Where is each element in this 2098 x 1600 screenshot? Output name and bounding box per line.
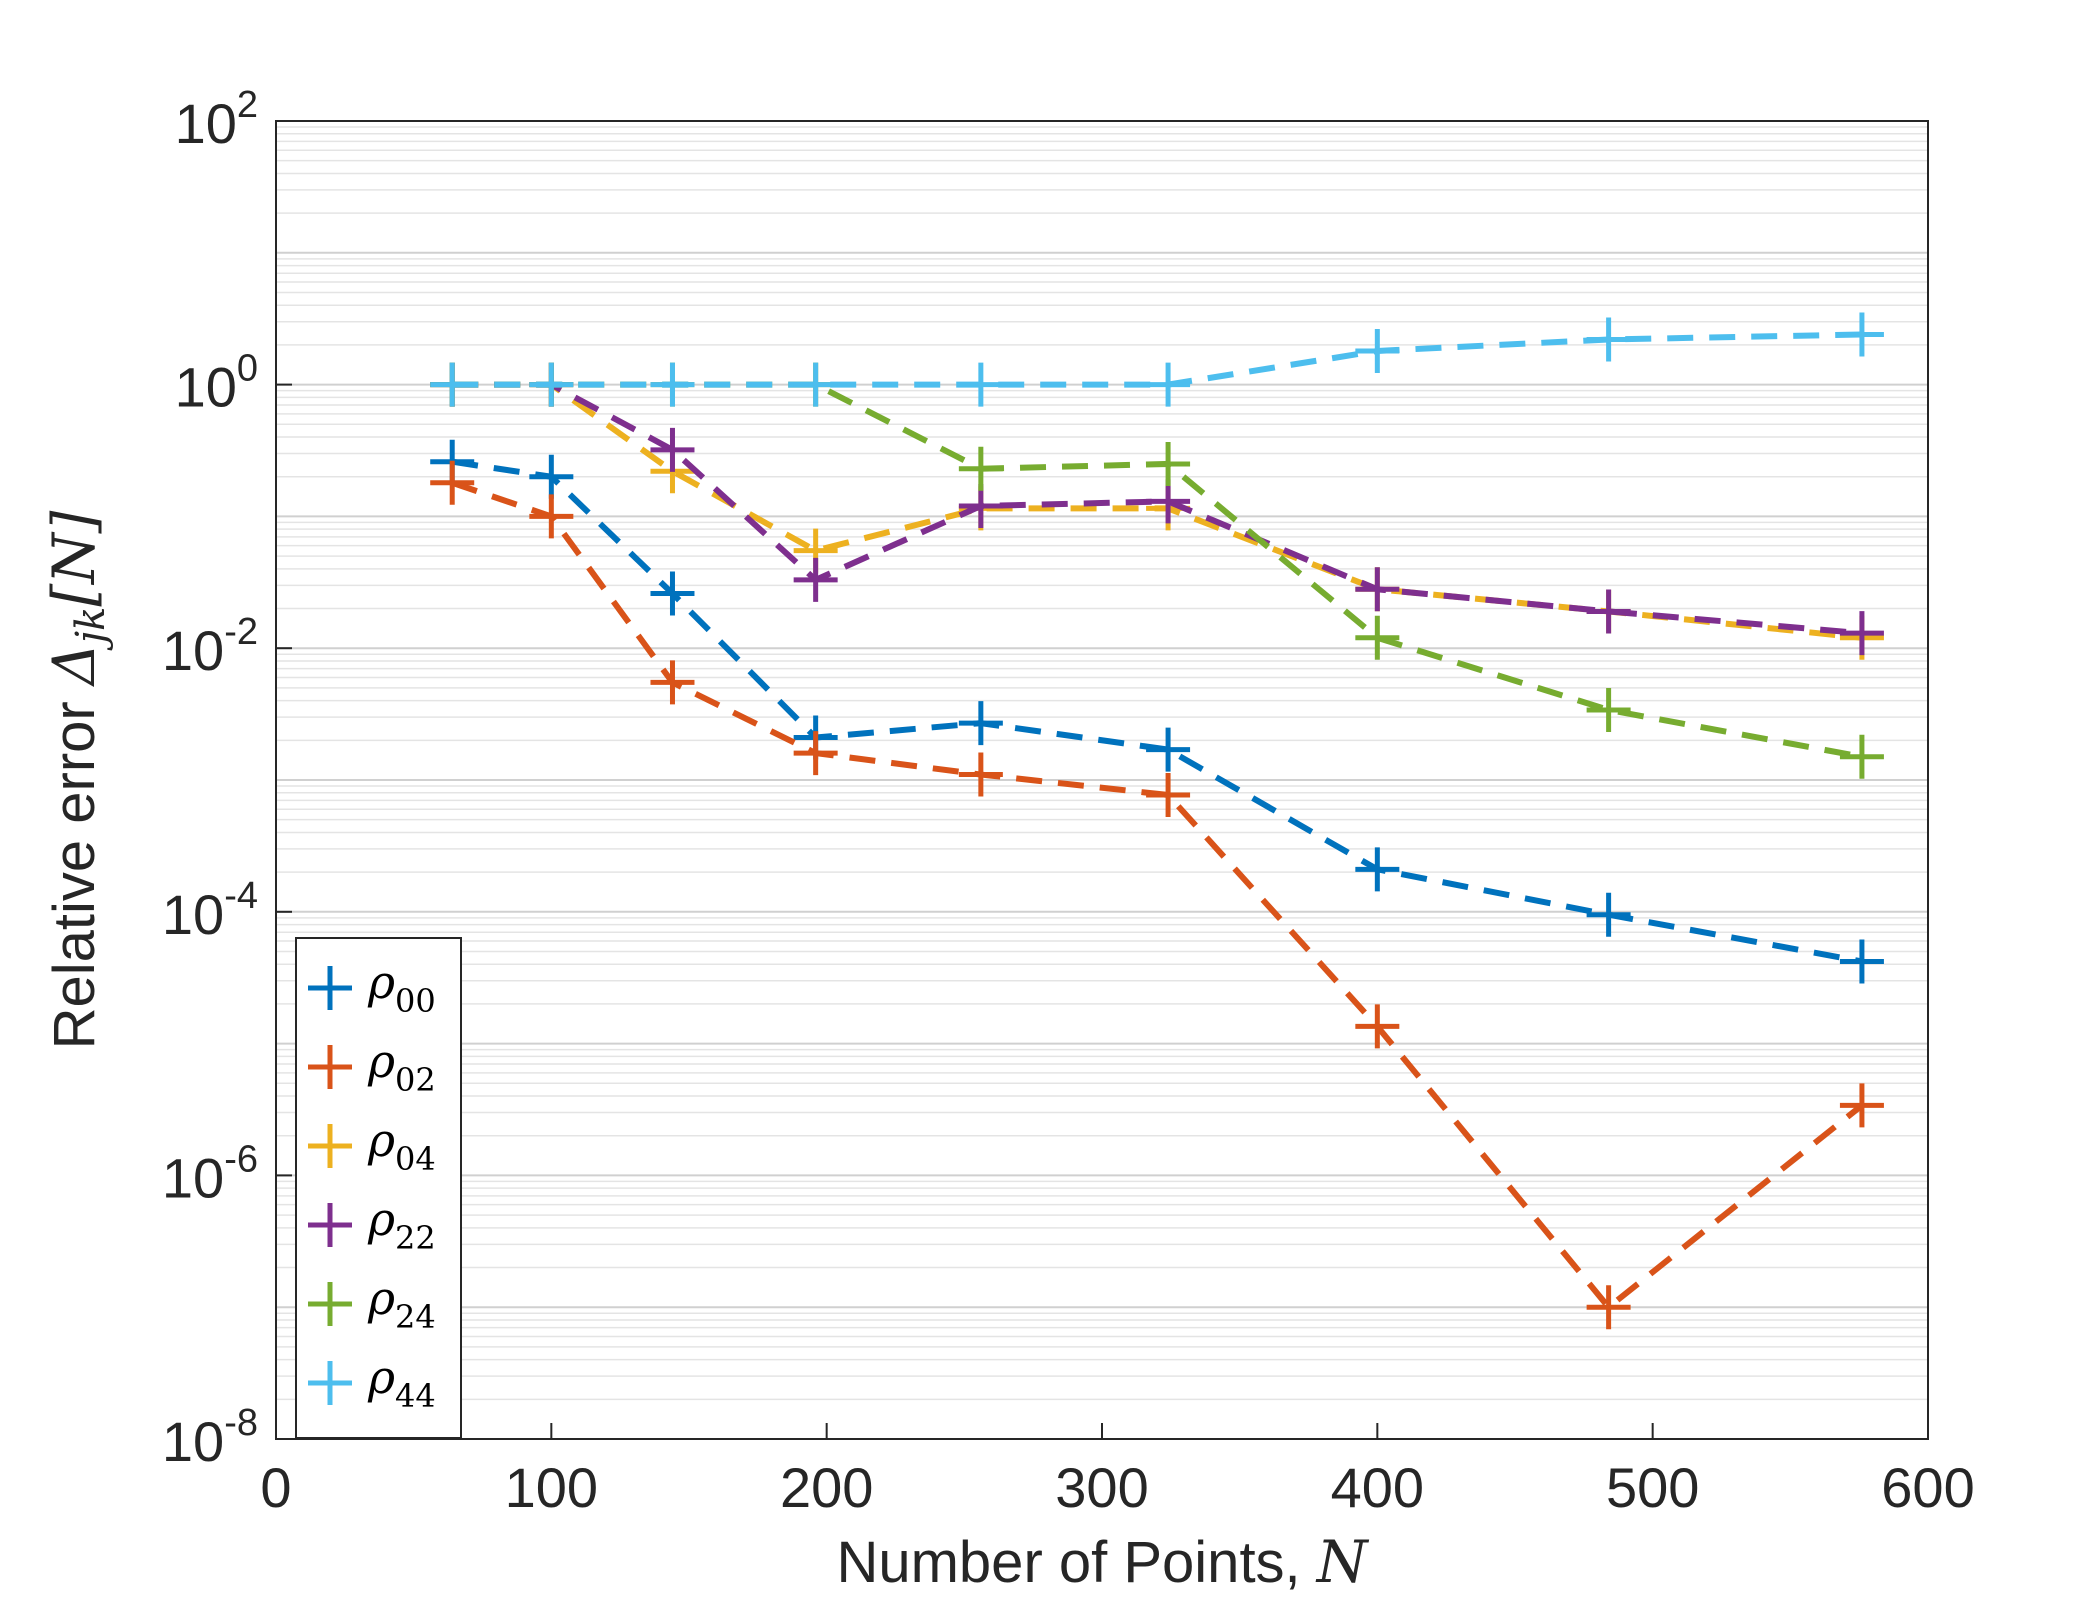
y-tick-label: 10-4 bbox=[162, 875, 258, 946]
data-point-44 bbox=[529, 362, 574, 407]
y-tick-label: 10-6 bbox=[162, 1138, 258, 1209]
data-point-24 bbox=[1146, 441, 1191, 486]
x-tick-label: 200 bbox=[780, 1456, 873, 1519]
data-point-00 bbox=[529, 454, 574, 499]
legend-item-00: ρ00 bbox=[308, 955, 436, 1020]
x-tick-label: 300 bbox=[1055, 1456, 1148, 1519]
data-point-00 bbox=[958, 701, 1003, 746]
legend-label: ρ02 bbox=[367, 1034, 436, 1099]
data-point-00 bbox=[1586, 892, 1631, 937]
series-line-02 bbox=[451, 479, 1864, 1312]
data-point-44 bbox=[1146, 362, 1191, 407]
data-point-02 bbox=[529, 494, 574, 539]
data-point-22 bbox=[958, 483, 1003, 528]
y-tick-label: 10-2 bbox=[162, 611, 258, 682]
data-point-22 bbox=[650, 427, 695, 472]
grid-lines bbox=[276, 126, 1928, 1440]
legend-item-02: ρ02 bbox=[308, 1034, 436, 1099]
data-point-00 bbox=[1839, 939, 1884, 984]
series-00 bbox=[430, 439, 1884, 984]
data-point-24 bbox=[958, 446, 1003, 491]
data-point-02 bbox=[958, 752, 1003, 797]
data-point-22 bbox=[1839, 611, 1884, 656]
series-line-44 bbox=[452, 331, 1862, 388]
y-axis-title: Relative error Δjk[N] bbox=[40, 510, 114, 1049]
series-line-04 bbox=[452, 381, 1863, 641]
x-tick-label: 0 bbox=[260, 1456, 291, 1519]
data-point-02 bbox=[650, 660, 695, 705]
data-point-00 bbox=[1355, 847, 1400, 892]
data-point-00 bbox=[650, 571, 695, 616]
data-point-44 bbox=[1839, 312, 1884, 357]
data-point-02 bbox=[430, 460, 475, 505]
data-point-22 bbox=[1586, 589, 1631, 634]
data-point-02 bbox=[1839, 1083, 1884, 1128]
data-point-24 bbox=[1586, 687, 1631, 732]
data-point-22 bbox=[1146, 479, 1191, 524]
x-tick-label: 400 bbox=[1331, 1456, 1424, 1519]
data-point-44 bbox=[1586, 317, 1631, 362]
data-point-44 bbox=[793, 362, 838, 407]
data-point-22 bbox=[1355, 567, 1400, 612]
data-point-44 bbox=[1355, 328, 1400, 373]
y-tick-label: 100 bbox=[175, 348, 258, 419]
legend-label: ρ44 bbox=[367, 1350, 436, 1415]
axis-ticks: 0 100 200 300 400 500 600 10-8 10-6 10-4 10-2 100 10… bbox=[162, 84, 1975, 1519]
data-point-44 bbox=[430, 362, 475, 407]
y-tick-label: 10-8 bbox=[162, 1402, 258, 1473]
data-point-22 bbox=[793, 557, 838, 602]
x-tick-label: 500 bbox=[1606, 1456, 1699, 1519]
data-point-02 bbox=[1355, 1004, 1400, 1049]
legend-label: ρ22 bbox=[367, 1192, 436, 1257]
x-axis-title: Number of Points, N bbox=[836, 1528, 1369, 1596]
series-02 bbox=[430, 460, 1884, 1330]
legend-label: ρ04 bbox=[367, 1113, 436, 1178]
legend: ρ00 ρ02 ρ04 ρ22 ρ24 ρ44 bbox=[295, 937, 462, 1439]
legend-item-04: ρ04 bbox=[308, 1113, 436, 1178]
legend-label: ρ00 bbox=[367, 955, 436, 1020]
y-tick-label: 102 bbox=[175, 84, 258, 155]
series-44 bbox=[430, 312, 1884, 407]
data-point-00 bbox=[1146, 727, 1191, 772]
data-point-02 bbox=[1586, 1285, 1631, 1330]
data-point-44 bbox=[958, 362, 1003, 407]
data-point-44 bbox=[650, 362, 695, 407]
data-series bbox=[430, 312, 1884, 1330]
data-point-24 bbox=[1839, 734, 1884, 779]
x-tick-label: 600 bbox=[1881, 1456, 1974, 1519]
legend-label: ρ24 bbox=[367, 1271, 436, 1336]
data-point-02 bbox=[1146, 772, 1191, 817]
legend-item-24: ρ24 bbox=[308, 1271, 436, 1336]
x-tick-label: 100 bbox=[505, 1456, 598, 1519]
data-point-02 bbox=[793, 731, 838, 776]
data-point-24 bbox=[1355, 615, 1400, 660]
legend-item-44: ρ44 bbox=[308, 1350, 436, 1415]
legend-box bbox=[295, 937, 462, 1439]
legend-item-22: ρ22 bbox=[308, 1192, 436, 1257]
